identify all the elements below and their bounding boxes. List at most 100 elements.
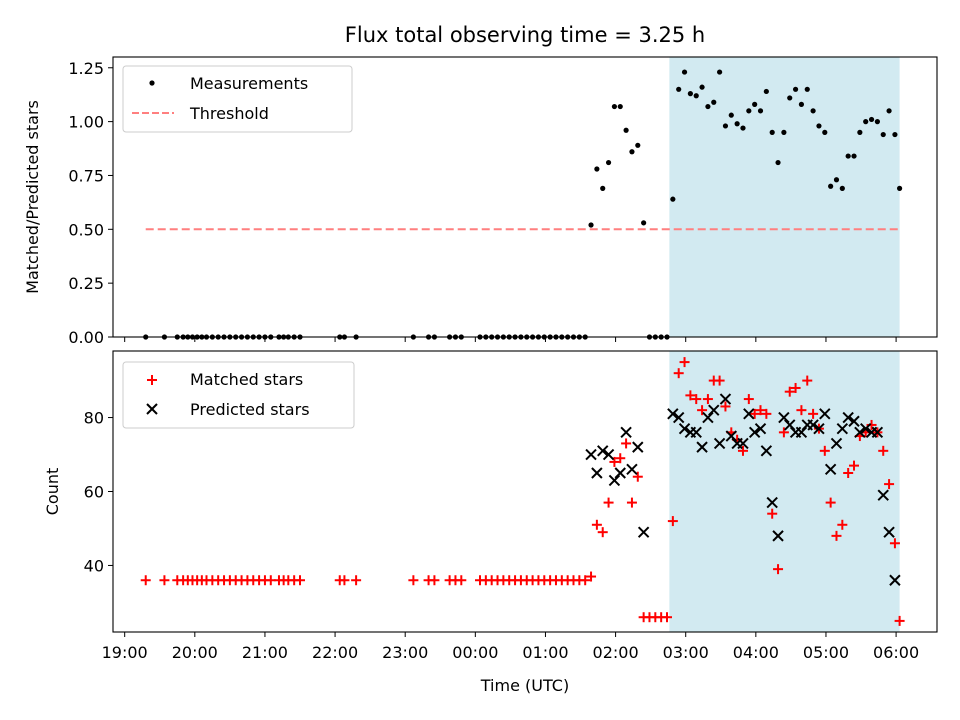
measurement-point — [611, 103, 618, 110]
matched-star-point — [626, 497, 637, 508]
matched-star-point — [609, 456, 620, 467]
measurement-point — [693, 93, 699, 99]
y-tick-label: 0.75 — [68, 166, 104, 185]
measurement-point — [676, 86, 682, 92]
x-tick-label: 00:00 — [452, 643, 498, 662]
matched-star-point — [621, 438, 632, 449]
measurement-point — [629, 149, 635, 155]
predicted-star-point — [748, 426, 761, 439]
matched-star-point — [429, 575, 440, 586]
matched-star-point — [339, 575, 350, 586]
ratio-y-axis-label: Matched/Predicted stars — [23, 100, 42, 294]
predicted-star-point — [813, 422, 825, 435]
legend-matched-label: Matched stars — [190, 370, 303, 389]
x-tick-label: 03:00 — [663, 643, 709, 662]
ratio-panel: 0.00 0.25 0.50 0.75 1.00 1.25 Matched/Predict… — [23, 56, 938, 347]
predicted-star-point — [778, 411, 790, 424]
measurement-point — [868, 116, 875, 123]
matched-star-point — [802, 375, 813, 386]
matched-star-point — [685, 390, 696, 401]
measurement-point — [641, 220, 647, 226]
x-tick-label: 23:00 — [382, 643, 428, 662]
predicted-star-point — [842, 411, 854, 424]
measurement-point — [752, 101, 758, 107]
matched-star-point — [702, 394, 713, 405]
matched-star-point — [720, 401, 731, 412]
y-tick-label: 0.50 — [68, 220, 104, 239]
matched-star-point — [580, 575, 591, 586]
matched-star-point — [825, 497, 836, 508]
matched-star-point — [603, 497, 614, 508]
predicted-star-point — [637, 526, 650, 538]
matched-star-point — [673, 368, 684, 379]
predicted-star-point — [859, 422, 872, 435]
matched-star-point — [790, 382, 801, 393]
x-tick-label: 01:00 — [522, 643, 568, 662]
predicted-star-point — [632, 441, 644, 453]
measurement-point — [896, 185, 903, 191]
legend-matched-marker — [147, 375, 157, 385]
measurement-point — [600, 185, 606, 191]
matched-star-point — [615, 453, 626, 464]
matched-star-point — [819, 445, 830, 456]
measurement-point — [828, 183, 834, 189]
predicted-star-point — [784, 419, 796, 431]
measurement-point — [746, 108, 752, 114]
y-tick-label: 0.25 — [68, 274, 104, 293]
matched-star-point — [755, 405, 766, 416]
matched-star-point — [691, 394, 702, 405]
predicted-star-point — [719, 393, 732, 405]
predicted-star-point — [743, 408, 755, 420]
predicted-star-point — [830, 437, 843, 450]
legend-predicted-marker — [146, 403, 158, 415]
y-tick-label: 1.25 — [68, 59, 104, 78]
measurement-point — [787, 95, 793, 101]
measurement-point — [728, 112, 734, 118]
x-tick-label: 19:00 — [102, 643, 148, 662]
x-tick-label: 06:00 — [873, 643, 919, 662]
ratio-legend: Measurements Threshold — [122, 65, 353, 133]
legend-measurements-marker — [149, 80, 155, 86]
measurement-point — [617, 103, 623, 110]
matched-star-point — [767, 508, 778, 519]
matched-star-point — [159, 575, 170, 586]
predicted-star-point — [690, 426, 702, 439]
matched-star-point — [591, 519, 602, 530]
matched-star-point — [831, 530, 842, 541]
measurement-point — [670, 196, 676, 202]
matched-star-point — [784, 386, 795, 397]
matched-star-point — [894, 615, 905, 626]
y-tick-label: 1.00 — [68, 113, 104, 132]
y-tick-label: 80 — [84, 409, 104, 428]
measurement-point — [623, 127, 629, 133]
measurement-point — [874, 119, 880, 125]
predicted-star-point — [883, 526, 895, 538]
predicted-star-point — [824, 463, 837, 476]
matched-star-point — [737, 445, 748, 456]
predicted-star-point — [696, 441, 708, 453]
matched-star-point — [408, 575, 419, 586]
matched-star-point — [843, 468, 854, 479]
measurement-point — [711, 99, 717, 105]
matched-star-point — [667, 516, 678, 527]
matched-star-point — [586, 571, 597, 582]
x-axis-label: Time (UTC) — [480, 676, 569, 695]
x-tick-label: 05:00 — [803, 643, 849, 662]
predicted-star-point — [766, 496, 778, 509]
matched-star-point — [778, 427, 789, 438]
predicted-star-point — [620, 426, 632, 439]
matched-star-point — [749, 408, 760, 419]
x-tick-label: 02:00 — [593, 643, 639, 662]
predicted-star-point — [795, 426, 808, 439]
chart-title: Flux total observing time = 3.25 h — [345, 23, 705, 47]
measurement-point — [839, 185, 845, 191]
measurement-point — [763, 88, 769, 95]
measurement-point — [757, 108, 764, 114]
matched-star-point — [796, 405, 807, 416]
observing-interval-shade — [669, 351, 900, 632]
measurement-point — [857, 129, 863, 135]
predicted-star-point — [889, 574, 901, 586]
matched-star-point — [679, 357, 690, 368]
matched-star-point — [714, 375, 725, 386]
